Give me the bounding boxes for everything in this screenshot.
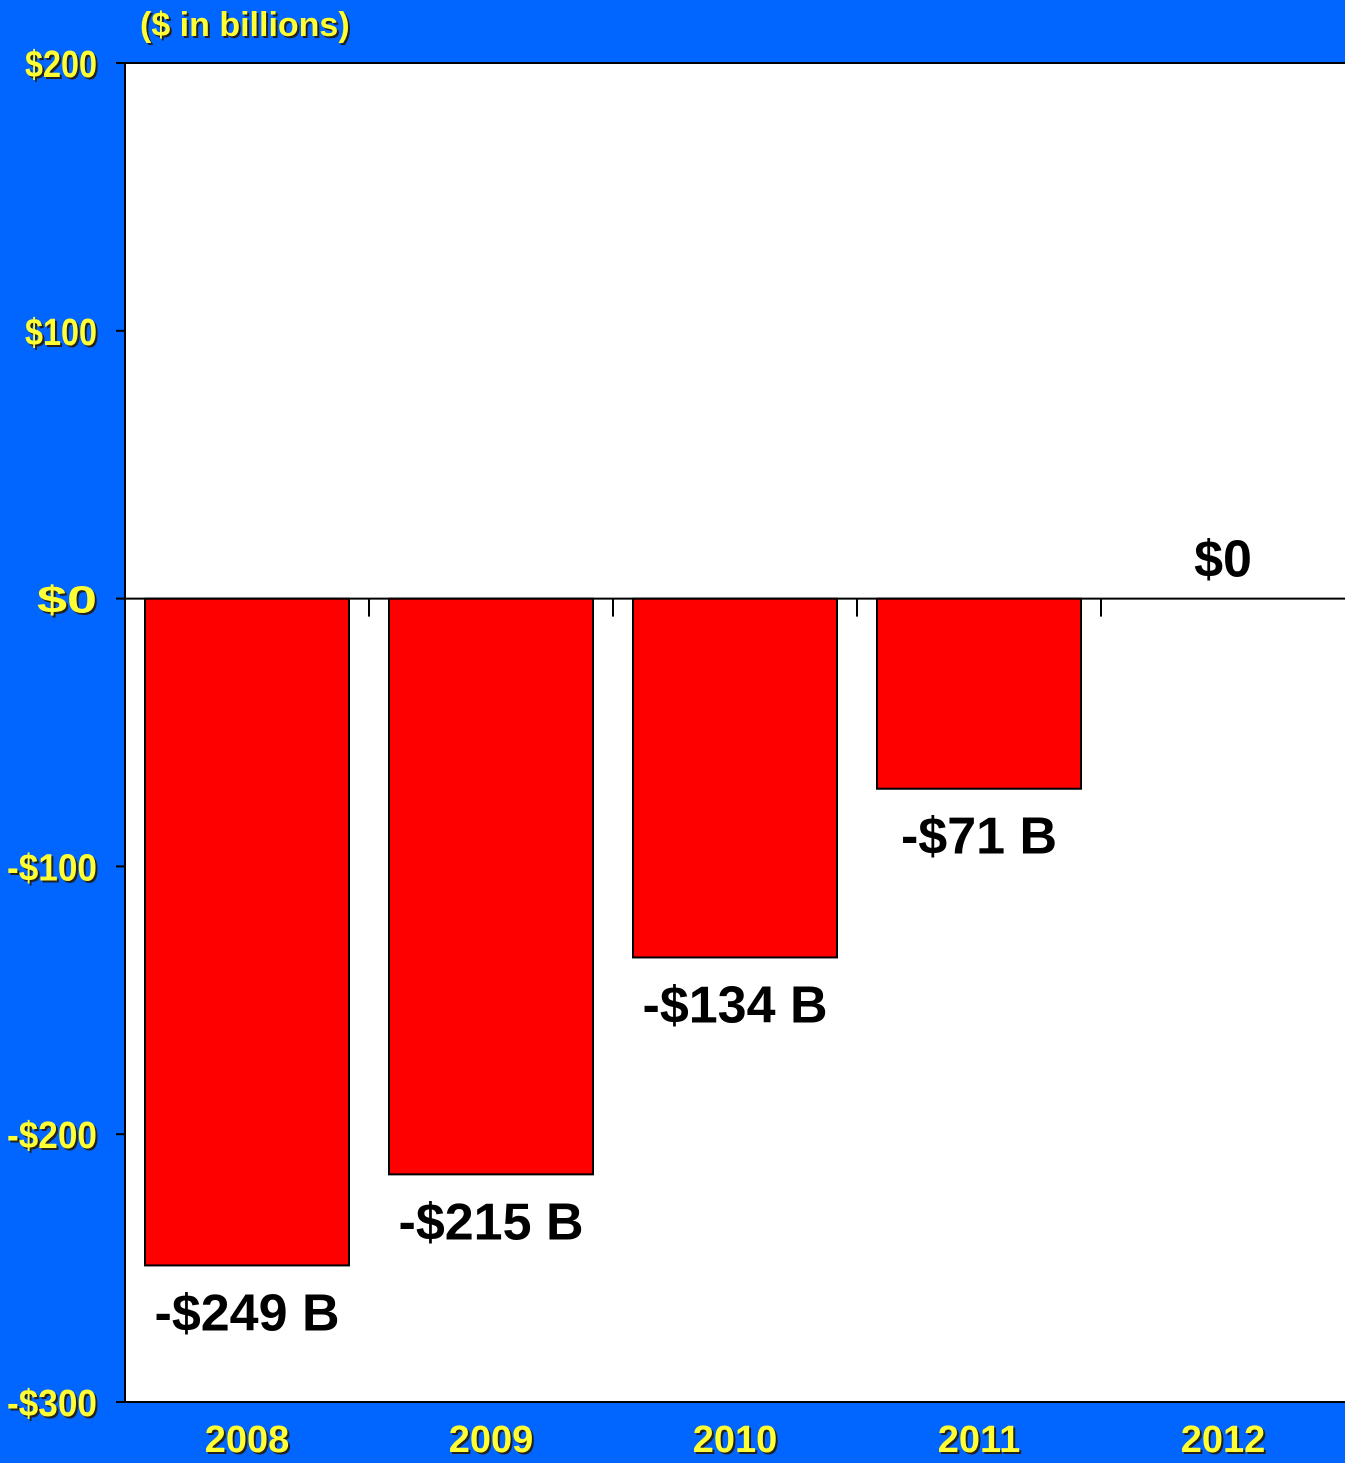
y-tick-label: $0 xyxy=(37,580,97,622)
y-tick-label: -$200 xyxy=(7,1115,97,1157)
data-label-2008: -$249 B xyxy=(155,1284,340,1342)
y-tick-label: -$300 xyxy=(7,1383,97,1425)
bar-2009 xyxy=(388,597,594,1176)
data-label-2011: -$71 B xyxy=(901,808,1057,866)
x-tick-label: 2008 xyxy=(205,1419,290,1458)
x-tick-label: 2009 xyxy=(449,1419,534,1458)
x-tick-label-shadow: 2008 xyxy=(207,1421,292,1458)
data-label-2010: -$134 B xyxy=(643,976,828,1034)
bar-2010 xyxy=(632,597,838,959)
x-tick-label-shadow: 2010 xyxy=(695,1421,780,1458)
y-tick-label-shadow: -$100 xyxy=(9,849,99,891)
y-tick-label: -$100 xyxy=(7,847,97,889)
bar-2011 xyxy=(876,597,1082,790)
y-tick-label: $100 xyxy=(25,312,97,354)
y-tick-label-shadow: $200 xyxy=(27,46,99,88)
x-tick-label: 2011 xyxy=(938,1419,1020,1458)
data-label-2012: $0 xyxy=(1194,531,1252,589)
y-tick-label-shadow: -$200 xyxy=(9,1117,99,1159)
y-tick-label-shadow: $100 xyxy=(27,314,99,356)
x-tick-label: 2012 xyxy=(1181,1419,1266,1458)
y-tick-label-shadow: -$300 xyxy=(9,1385,99,1427)
x-tick-label: 2010 xyxy=(693,1419,778,1458)
bar-2008 xyxy=(144,597,350,1267)
y-tick-label: $200 xyxy=(25,44,97,86)
x-tick-label-shadow: 2012 xyxy=(1183,1421,1268,1458)
unit-label: ($ in billions) xyxy=(140,6,350,44)
data-label-2009: -$215 B xyxy=(399,1193,584,1251)
y-tick-label-shadow: $0 xyxy=(39,582,99,624)
x-tick-label-shadow: 2011 xyxy=(940,1421,1022,1458)
x-tick-label-shadow: 2009 xyxy=(451,1421,536,1458)
